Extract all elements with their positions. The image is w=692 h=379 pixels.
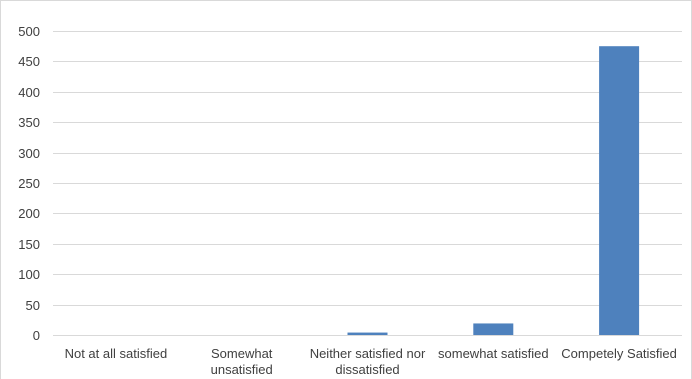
y-tick-label: 200	[18, 206, 40, 221]
x-tick-label-line: Somewhat	[211, 346, 273, 361]
x-tick-label-line: somewhat satisfied	[438, 346, 549, 361]
x-tick-label: Not at all satisfied	[65, 346, 168, 361]
y-axis-ticks: 0 50 100 150 200 250 300 350 400 450 500	[18, 24, 40, 343]
x-tick-label-line: Not at all satisfied	[65, 346, 168, 361]
x-tick-label-line: unsatisfied	[211, 362, 273, 377]
x-axis-labels: Not at all satisfied Somewhat unsatisfied N…	[65, 346, 677, 377]
x-tick-label-line: dissatisfied	[335, 362, 399, 377]
bars	[347, 46, 640, 335]
x-tick-label-line: Competely Satisfied	[561, 346, 677, 361]
x-tick-label: somewhat satisfied	[438, 346, 549, 361]
y-tick-label: 450	[18, 54, 40, 69]
y-tick-label: 100	[18, 267, 40, 282]
x-tick-label: Somewhat unsatisfied	[211, 346, 273, 377]
y-tick-label: 0	[33, 328, 40, 343]
y-tick-label: 150	[18, 237, 40, 252]
bar	[599, 46, 640, 335]
y-tick-label: 300	[18, 146, 40, 161]
x-tick-label: Neither satisfied nor dissatisfied	[310, 346, 426, 377]
bar	[473, 323, 514, 335]
y-tick-label: 400	[18, 85, 40, 100]
y-tick-label: 50	[26, 298, 40, 313]
y-tick-label: 500	[18, 24, 40, 39]
x-tick-label: Competely Satisfied	[561, 346, 677, 361]
y-tick-label: 350	[18, 115, 40, 130]
gridlines	[53, 31, 682, 306]
x-tick-label-line: Neither satisfied nor	[310, 346, 426, 361]
y-tick-label: 250	[18, 176, 40, 191]
bar	[347, 332, 388, 335]
